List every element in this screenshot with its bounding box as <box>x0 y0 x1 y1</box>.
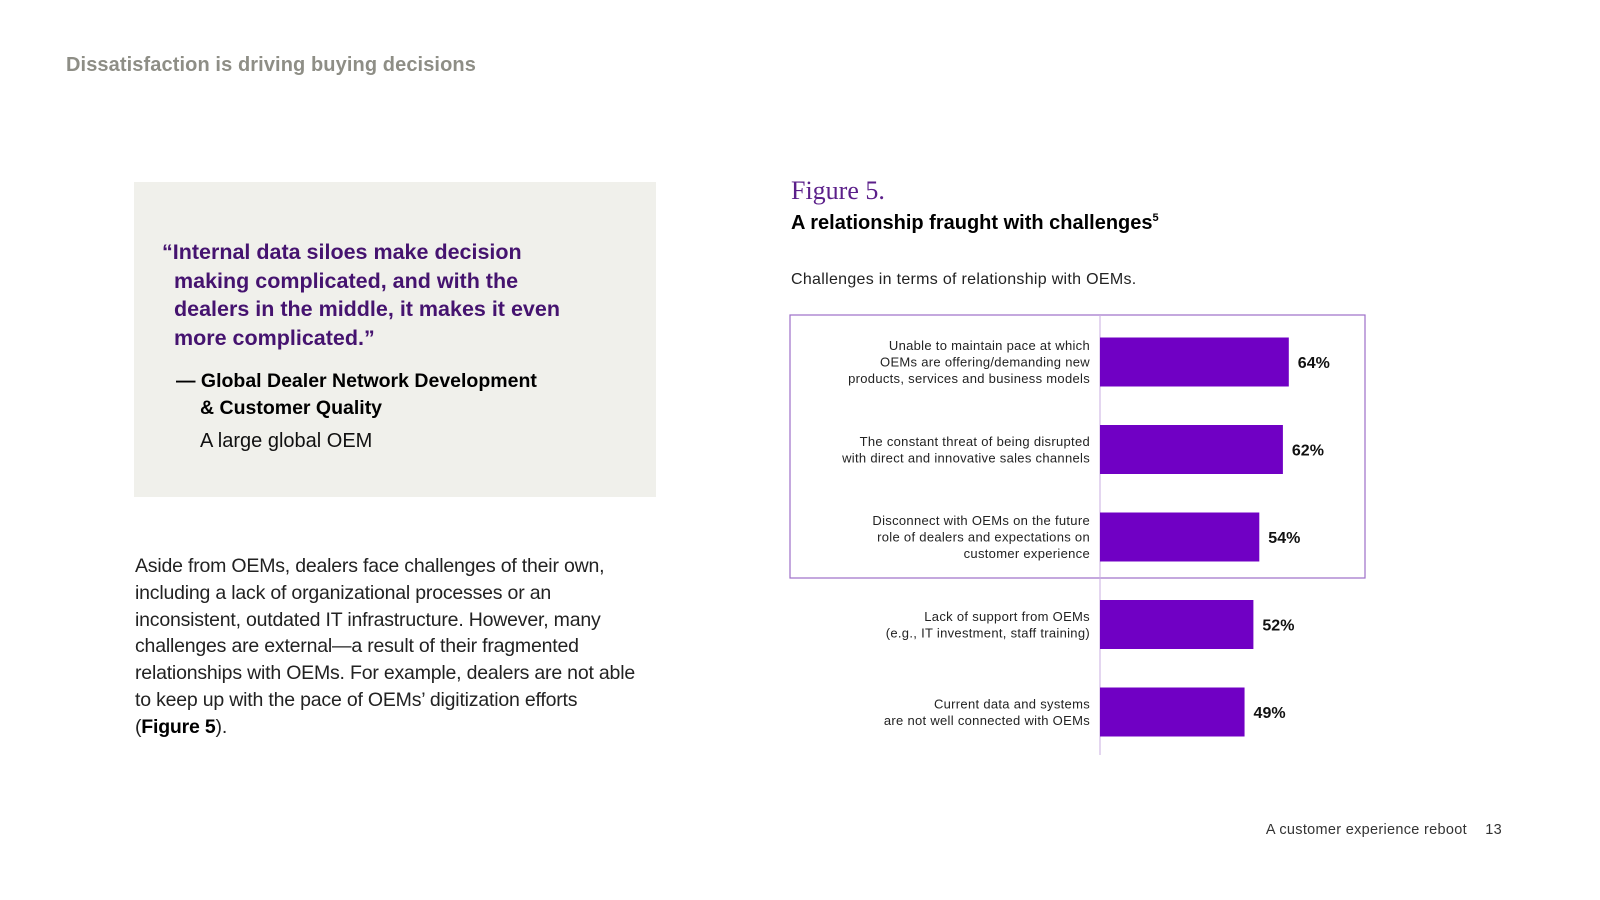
bar <box>1100 600 1254 649</box>
quote-affiliation: A large global OEM <box>200 430 373 452</box>
bar <box>1100 425 1283 474</box>
bar <box>1100 337 1289 387</box>
body-text-end: ). <box>215 715 228 738</box>
page-number: 13 <box>1485 822 1502 838</box>
quote-line: making complicated, and with the <box>174 268 519 293</box>
bar-value-label: 52% <box>1262 618 1294 635</box>
category-label-line: Lack of support from OEMs <box>924 609 1090 624</box>
category-label-line: products, services and business models <box>848 371 1090 386</box>
category-label-line: with direct and innovative sales channel… <box>841 450 1090 465</box>
category-label-line: The constant threat of being disrupted <box>860 434 1090 449</box>
quote-box: “Internal data siloes make decision maki… <box>134 182 656 497</box>
bar-value-label: 62% <box>1292 443 1324 460</box>
quote-attribution: — Global Dealer Network Development & Cu… <box>176 368 616 422</box>
category-label: Lack of support from OEMs (e.g., IT inves… <box>886 609 1090 641</box>
footer: A customer experience reboot 13 <box>1266 822 1502 838</box>
figure-subtitle: Challenges in terms of relationship with… <box>791 271 1137 288</box>
category-label-line: are not well connected with OEMs <box>884 713 1090 728</box>
body-paragraph: Aside from OEMs, dealers face challenges… <box>135 553 640 741</box>
body-text-start: Aside from OEMs, dealers face challenges… <box>135 555 635 738</box>
footer-report-title: A customer experience reboot <box>1265 822 1467 838</box>
figure-title-text: A relationship fraught with challenges <box>791 212 1153 234</box>
figure-title: A relationship fraught with challenges5 <box>791 212 1159 235</box>
category-label-line: Current data and systems <box>934 696 1090 711</box>
category-label-line: role of dealers and expectations on <box>877 530 1090 545</box>
category-label-line: customer experience <box>964 546 1090 561</box>
bar <box>1100 512 1260 562</box>
quote-line: dealers in the middle, it makes it even <box>174 297 560 321</box>
category-label-line: (e.g., IT investment, staff training) <box>886 625 1090 640</box>
attribution-line: — Global Dealer Network Development <box>176 370 537 392</box>
category-label: Disconnect with OEMs on the future role o… <box>872 513 1090 561</box>
quote-line: “Internal data siloes make decision <box>162 240 522 264</box>
bar-value-label: 49% <box>1254 705 1286 722</box>
footnote-marker: 5 <box>1152 212 1159 224</box>
category-label: Current data and systems are not well con… <box>884 696 1090 728</box>
bar <box>1100 687 1245 737</box>
bar-value-label: 64% <box>1298 355 1330 372</box>
attribution-line: & Customer Quality <box>200 397 383 419</box>
category-label: The constant threat of being disrupted wi… <box>841 434 1090 466</box>
figure-label: Figure 5. <box>791 176 885 205</box>
highlight-frame <box>789 314 1366 579</box>
bar-value-label: 54% <box>1268 530 1300 547</box>
quote-text: “Internal data siloes make decision maki… <box>162 238 632 352</box>
quote-line: more complicated.” <box>174 325 375 350</box>
figure-reference: Figure 5 <box>141 715 216 738</box>
category-label: Unable to maintain pace at which OEMs are… <box>848 338 1090 386</box>
category-label-line: Disconnect with OEMs on the future <box>872 513 1090 528</box>
section-title: Dissatisfaction is driving buying decisi… <box>66 54 476 76</box>
category-label-line: Unable to maintain pace at which <box>889 338 1090 353</box>
category-label-line: OEMs are offering/demanding new <box>880 355 1090 370</box>
